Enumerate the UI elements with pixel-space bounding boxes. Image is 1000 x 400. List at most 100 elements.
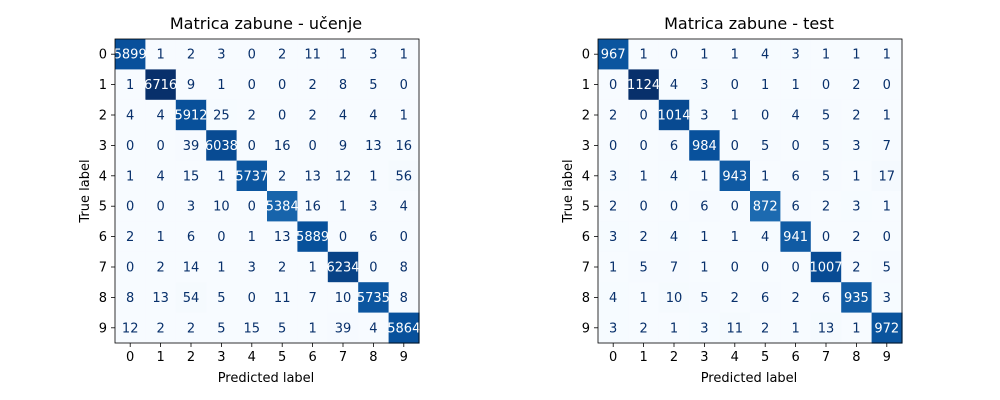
cell-value-label: 10 [335,291,352,306]
heatmap-cell [750,282,781,314]
heatmap-cell [388,312,420,344]
heatmap-cell [327,160,359,192]
cell-value-label: 1 [700,261,708,276]
cell-value-label: 56 [396,169,413,184]
heatmap-cell [297,69,329,101]
heatmap-cell [236,221,268,253]
heatmap-cell [628,282,660,314]
x-tick-label: 2 [187,350,195,365]
cell-value-label: 3 [248,261,256,276]
x-tick-label: 2 [670,350,678,365]
heatmap-cell [358,312,390,344]
cell-value-label: 5 [700,291,708,306]
heatmap-cell [267,191,298,222]
heatmap-cell [628,221,660,253]
cell-value-label: 2 [278,169,286,184]
cell-value-label: 15 [183,169,200,184]
heatmap-cell [658,99,690,131]
heatmap-cell [871,282,903,314]
cell-value-label: 4 [670,230,678,245]
heatmap-cell [871,39,903,70]
heatmap-cell [689,251,721,283]
heatmap-cell [145,251,177,283]
cell-value-label: 4 [369,321,377,336]
cell-value-label: 8 [400,261,408,276]
cell-value-label: 1 [609,261,617,276]
heatmap-cell [658,69,690,101]
cell-value-label: 3 [217,48,225,63]
cell-value-label: 1 [308,321,316,336]
heatmap-cell [145,160,177,192]
x-tick-label: 0 [609,350,617,365]
cell-value-label: 6 [822,291,830,306]
cell-value-label: 2 [187,48,195,63]
cell-value-label: 1 [852,169,860,184]
cell-value-label: 2 [156,321,164,336]
cell-value-label: 0 [883,78,891,93]
cell-value-label: 0 [791,261,799,276]
heatmap-cell [327,282,359,314]
cell-value-label: 3 [852,200,860,215]
heatmap-cell [689,312,721,344]
heatmap-cell [297,130,329,162]
cell-value-label: 1 [883,109,891,124]
heatmap-cell [236,99,268,131]
confusion-matrix-test: Matrica zabune - test Predicted label Tr… [561,14,903,386]
heatmap-cell [598,160,629,192]
heatmap-cell [658,221,690,253]
heatmap-cell [358,39,390,70]
heatmap-cell [206,69,238,101]
cell-value-label: 0 [339,230,347,245]
cell-value-label: 4 [761,230,769,245]
heatmap-cell [115,130,146,162]
cell-value-label: 1 [700,169,708,184]
heatmap-cell [750,99,781,131]
x-tick-label: 1 [156,350,164,365]
heatmap-cell [871,251,903,283]
cell-value-label: 9 [339,139,347,154]
heatmap-cell [719,39,751,70]
cell-value-label: 0 [126,200,134,215]
heatmap-cell [719,130,751,162]
cell-value-label: 1007 [809,261,842,276]
cell-value-label: 3 [187,200,195,215]
heatmap-cell [658,191,690,222]
heatmap-cell [175,39,207,70]
cell-value-label: 6 [761,291,769,306]
heatmap-cell [689,39,721,70]
cell-value-label: 2 [278,48,286,63]
heatmap-cell [236,160,268,192]
cell-value-label: 3 [609,169,617,184]
cell-value-label: 0 [278,78,286,93]
heatmap-cell [388,99,420,131]
confusion-matrix-train: Matrica zabune - učenje Predicted label … [78,14,420,386]
x-axis-label: Predicted label [218,371,315,386]
heatmap-cell [689,282,721,314]
x-tick-label: 8 [369,350,377,365]
cell-value-label: 12 [122,321,139,336]
cell-value-label: 2 [822,200,830,215]
heatmap-cell [145,282,177,314]
cell-value-label: 0 [248,78,256,93]
cell-value-label: 2 [852,78,860,93]
cell-value-label: 0 [791,139,799,154]
heatmap-cell [841,251,873,283]
cell-value-label: 1 [700,48,708,63]
cell-value-label: 941 [783,230,808,245]
x-tick-label: 4 [248,350,256,365]
cell-value-label: 1 [400,109,408,124]
heatmap-cell [115,251,146,283]
heatmap-cell [388,251,420,283]
cell-value-label: 2 [639,230,647,245]
heatmap-cell [780,69,812,101]
heatmap-cell [658,39,690,70]
heatmap-cell [115,99,146,131]
heatmap-cell [841,221,873,253]
x-tick-label: 8 [852,350,860,365]
heatmap-cell [267,99,298,131]
heatmap-cell [327,39,359,70]
heatmap-cell [358,251,390,283]
heatmap-cell [388,191,420,222]
heatmap-cell [358,282,390,314]
heatmap-cell [327,130,359,162]
